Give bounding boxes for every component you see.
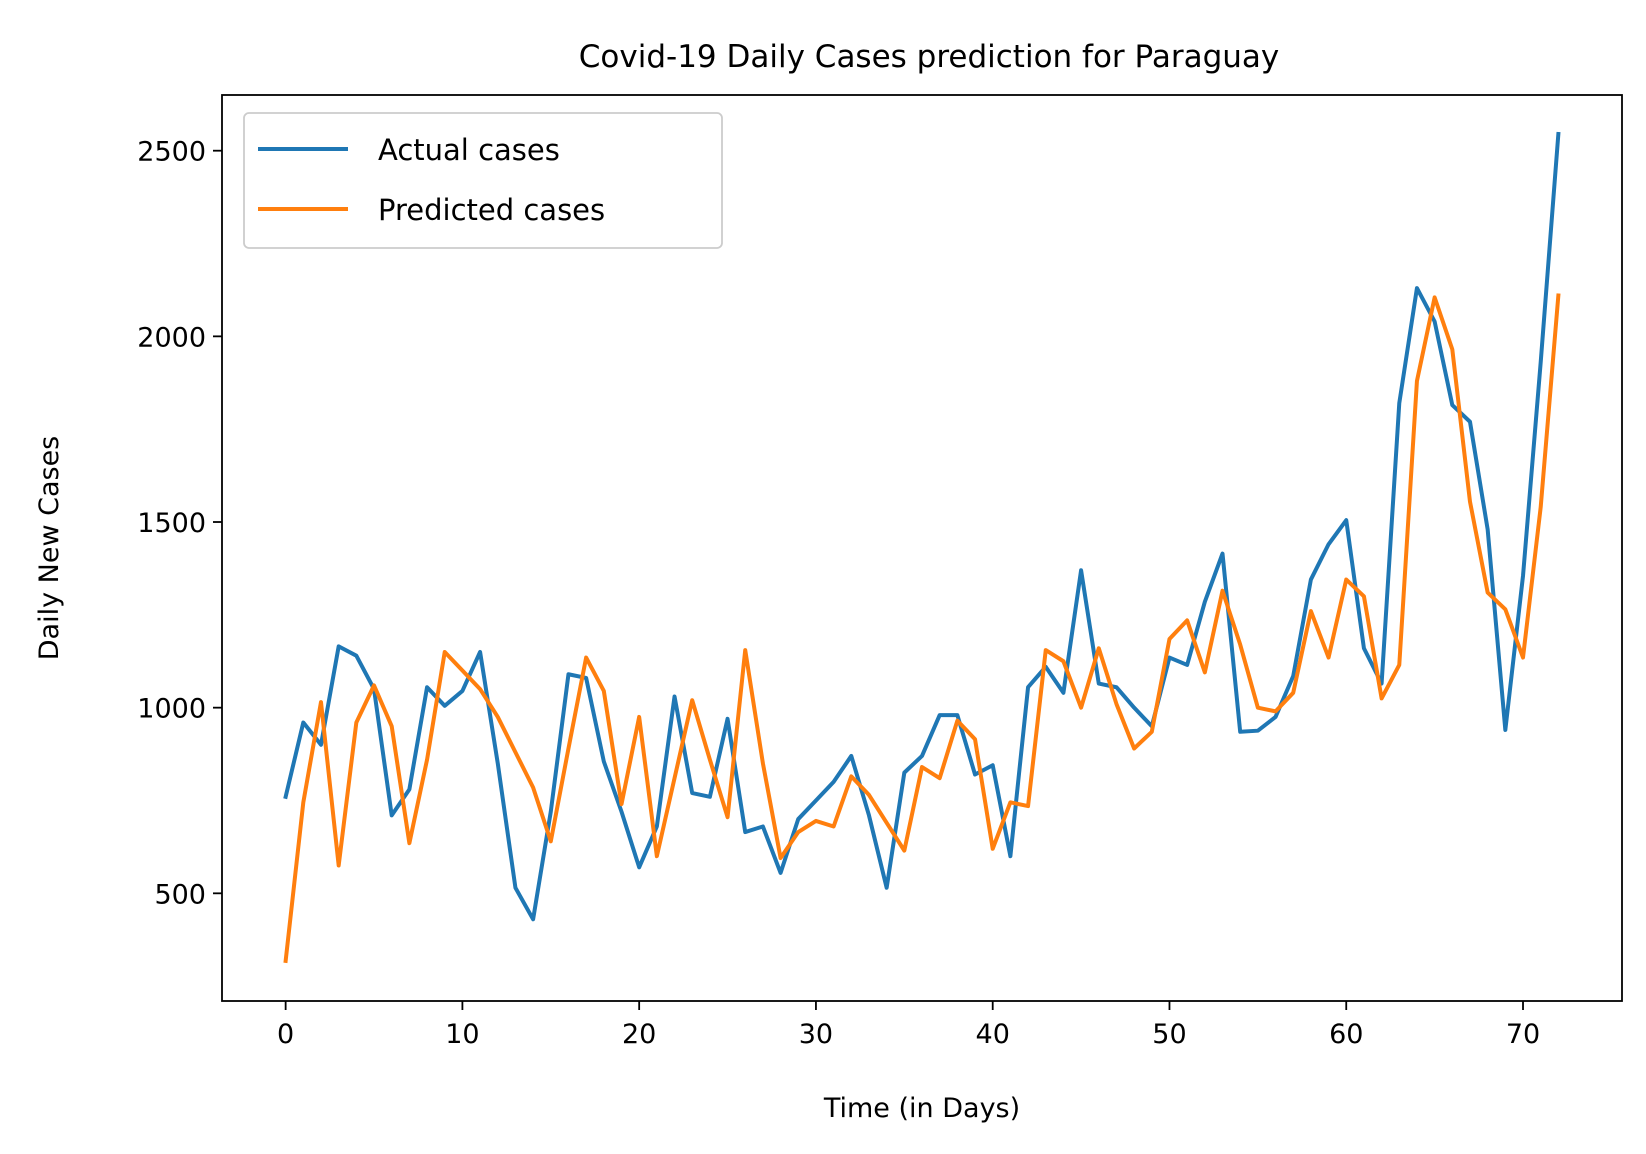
legend: Actual cases Predicted cases <box>243 112 723 249</box>
legend-label-actual: Actual cases <box>378 133 560 167</box>
plot-frame <box>221 94 1623 1002</box>
series-layer <box>283 131 1561 964</box>
legend-label-predicted: Predicted cases <box>378 193 605 227</box>
x-tick-label: 10 <box>445 1019 479 1050</box>
y-tick-label: 1000 <box>137 694 206 725</box>
x-axis-title: Time (in Days) <box>823 1093 1020 1124</box>
x-tick-label: 50 <box>1152 1019 1186 1050</box>
chart-title: Covid-19 Daily Cases prediction for Para… <box>579 39 1279 75</box>
y-tick-label: 500 <box>154 879 206 910</box>
series-line-actual-cases <box>283 131 1561 922</box>
y-tick-label: 2500 <box>137 137 206 168</box>
y-axis-ticks: 500 1000 1500 2000 2500 <box>137 137 222 910</box>
x-tick-label: 30 <box>799 1019 833 1050</box>
y-axis-title: Daily New Cases <box>34 436 65 661</box>
x-tick-label: 40 <box>976 1019 1010 1050</box>
y-tick-label: 1500 <box>137 508 206 539</box>
y-tick-label: 2000 <box>137 322 206 353</box>
series-line-predicted-cases <box>283 293 1561 964</box>
x-tick-label: 20 <box>622 1019 656 1050</box>
legend-box <box>243 112 723 249</box>
x-tick-label: 60 <box>1329 1019 1363 1050</box>
x-tick-label: 0 <box>277 1019 294 1050</box>
x-axis-ticks: 0 10 20 30 40 50 60 70 <box>277 1001 1540 1050</box>
x-tick-label: 70 <box>1506 1019 1540 1050</box>
